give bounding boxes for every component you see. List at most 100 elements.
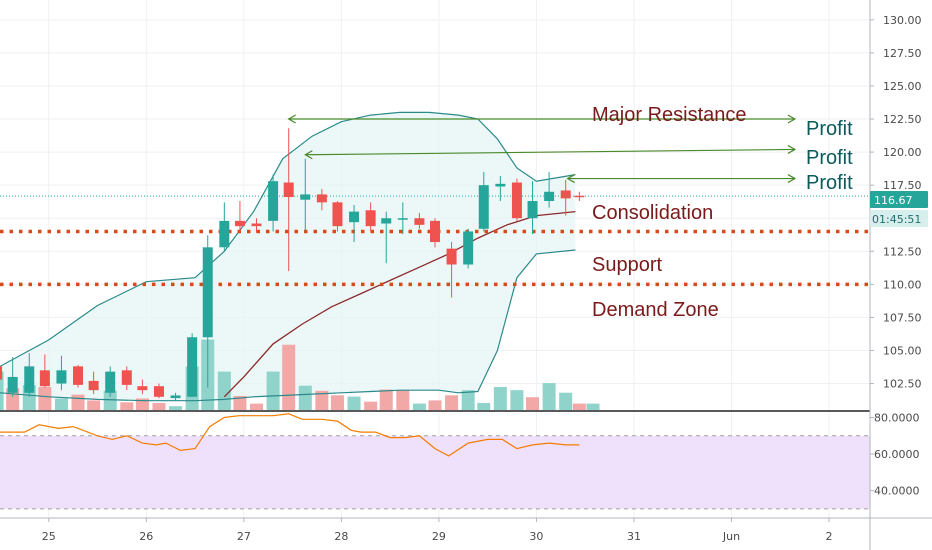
volume-bar-26 (412, 403, 426, 410)
candle-body-19 (300, 194, 311, 200)
candle-body-30 (478, 185, 489, 229)
arrow-head-2 (787, 174, 797, 184)
price-tick-label: 102.50 (883, 378, 922, 391)
candle-body-7 (105, 371, 116, 393)
candle-body-25 (397, 218, 408, 220)
candle-body-6 (88, 380, 99, 391)
volume-bar-25 (396, 390, 410, 410)
annotation-demand-zone: Demand Zone (592, 299, 719, 321)
arrow-head-1 (787, 144, 797, 154)
candle-body-0 (0, 366, 3, 380)
volume-bar-17 (266, 371, 280, 410)
volume-bar-10 (152, 402, 166, 410)
rsi-tick-label: 40.0000 (874, 485, 920, 498)
bollinger-band-lines (0, 111, 576, 402)
target-arrows (287, 114, 797, 184)
volume-bar-6 (87, 400, 101, 410)
price-tick-label: 112.50 (883, 245, 922, 258)
price-tick-label: 105.00 (883, 344, 922, 357)
candle-body-14 (219, 220, 230, 248)
candle-body-24 (381, 218, 392, 224)
candle-body-4 (56, 370, 67, 384)
volume-bar-32 (510, 390, 524, 410)
volume-bar-37 (586, 403, 600, 410)
volume-bar-28 (445, 395, 459, 410)
volume-bar-7 (103, 390, 117, 410)
arrow-tail-2 (566, 174, 575, 184)
time-tick-label: 26 (139, 530, 153, 543)
candle-body-2 (24, 366, 35, 393)
candle-body-28 (446, 248, 457, 265)
time-tick-label: 31 (627, 530, 641, 543)
rsi-line (0, 413, 580, 457)
candle-body-33 (527, 201, 538, 219)
volume-bar-36 (572, 403, 586, 410)
candle-body-9 (137, 386, 148, 391)
candle-body-15 (234, 220, 245, 227)
rsi-tick-label: 60.0000 (874, 448, 920, 461)
volume-bar-20 (315, 390, 329, 410)
candle-body-27 (430, 220, 440, 243)
rsi-band-fill (0, 435, 870, 509)
annotation-profit-3: Profit (806, 172, 853, 194)
price-tick-label: 130.00 (883, 14, 922, 27)
arrow-line-1 (305, 148, 795, 156)
annotation-consolidation: Consolidation (592, 202, 713, 224)
volume-bar-9 (135, 398, 149, 410)
annotation-major-resistance: Major Resistance (592, 104, 747, 126)
volume-bar-33 (526, 397, 540, 410)
candle-body-12 (187, 337, 198, 397)
candle-body-10 (153, 386, 164, 397)
annotation-profit-2: Profit (806, 147, 853, 169)
time-tick-label: 27 (237, 530, 251, 543)
annotation-profit-1: Profit (806, 118, 853, 140)
time-tick-label: 2 (826, 530, 833, 543)
candle-body-34 (544, 191, 555, 202)
rsi-tick-label: 80.0000 (874, 411, 920, 424)
arrow-tail-1 (304, 150, 313, 160)
candle-body-35 (560, 190, 571, 199)
candle-body-23 (365, 210, 376, 227)
time-tick-label: 29 (432, 530, 446, 543)
candle-body-29 (463, 231, 474, 265)
volume-bar-14 (217, 371, 231, 410)
volume-bar-23 (364, 401, 378, 410)
price-tick-label: 107.50 (883, 311, 922, 324)
candle-body-26 (414, 218, 425, 225)
volume-bar-27 (428, 400, 442, 410)
candle-body-36 (574, 195, 585, 198)
volume-bar-4 (54, 398, 68, 410)
candle-body-20 (316, 194, 327, 203)
time-tick-label: 28 (334, 530, 348, 543)
candle-body-8 (121, 370, 132, 385)
volume-bar-22 (347, 396, 361, 410)
candle-body-32 (511, 182, 522, 219)
candlesticks (0, 128, 585, 401)
time-tick-label: 30 (529, 530, 543, 543)
candle-body-22 (349, 211, 360, 223)
candle-body-18 (283, 182, 294, 198)
price-tick-label: 120.00 (883, 146, 922, 159)
volume-bar-24 (379, 389, 393, 410)
volume-bar-21 (330, 395, 344, 410)
price-tick-label: 117.50 (883, 179, 922, 192)
candle-body-11 (170, 395, 181, 399)
price-tick-label: 122.50 (883, 113, 922, 126)
volume-bar-0 (0, 371, 4, 410)
arrow-tail-0 (287, 114, 296, 124)
price-tick-label: 125.00 (883, 80, 922, 93)
annotation-support: Support (592, 254, 662, 276)
candle-body-31 (495, 183, 506, 187)
time-tick-label: Jun (722, 530, 740, 543)
volume-bar-30 (477, 402, 491, 410)
price-tick-label: 127.50 (883, 47, 922, 60)
rsi-panel (0, 410, 870, 510)
volume-bar-3 (38, 386, 52, 410)
candle-body-5 (73, 366, 84, 385)
volume-bar-11 (169, 406, 183, 410)
candle-body-3 (39, 370, 50, 387)
volume-bar-19 (298, 385, 312, 410)
volume-bar-31 (493, 386, 507, 410)
